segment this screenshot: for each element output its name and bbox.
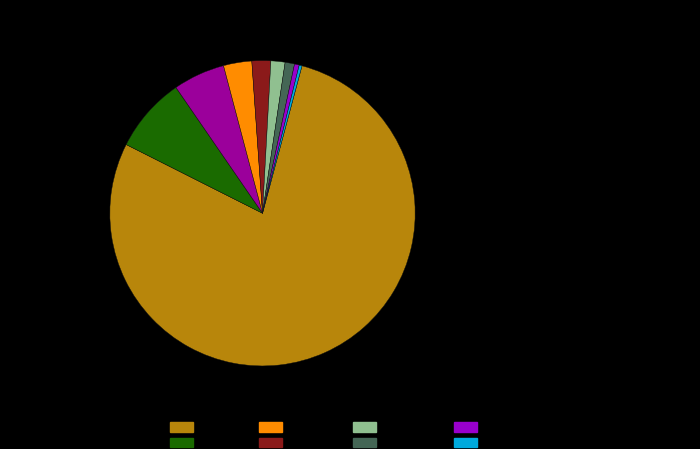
Wedge shape (110, 66, 415, 366)
Wedge shape (262, 64, 299, 213)
Wedge shape (223, 61, 262, 213)
Wedge shape (252, 61, 271, 213)
Wedge shape (126, 88, 262, 213)
Wedge shape (262, 65, 302, 213)
Wedge shape (262, 61, 285, 213)
Wedge shape (176, 66, 262, 213)
Wedge shape (262, 62, 295, 213)
Legend: Americas, Europe, Asia, Africa, Caribbean, Oceania, Middle East, Central Asia, P: Americas, Europe, Asia, Africa, Caribbea… (166, 418, 550, 449)
